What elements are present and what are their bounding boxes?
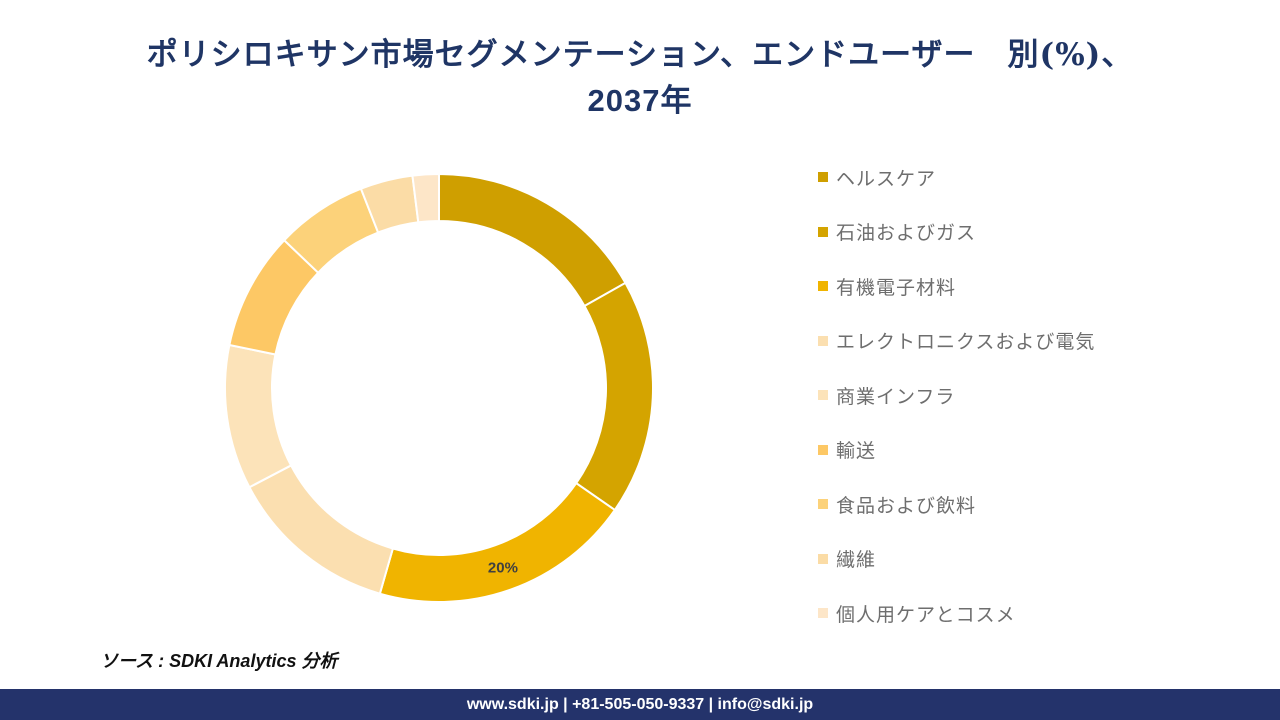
legend-swatch bbox=[818, 553, 828, 564]
legend-label: 個人用ケアとコスメ bbox=[836, 603, 1016, 626]
chart-title-line2: 2037年 bbox=[587, 83, 693, 118]
legend-swatch bbox=[818, 390, 828, 401]
donut-slices bbox=[224, 172, 654, 603]
legend-item: 食品および飲料 bbox=[818, 477, 1095, 532]
legend-item: 石油およびガス bbox=[818, 205, 1095, 260]
legend-swatch bbox=[818, 608, 828, 619]
footer-contact: www.sdki.jp | +81-505-050-9337 | info@sd… bbox=[466, 696, 814, 713]
chart-title: ポリシロキサン市場セグメンテーション、エンドユーザー 別(%)、 2037年 bbox=[40, 32, 1240, 124]
donut-slice-3 bbox=[378, 481, 617, 603]
donut-slice-5 bbox=[224, 343, 293, 489]
chart-legend: ヘルスケア石油およびガス 有機電子材料エレクトロニクスおよび電気 商業インフラ 輸送食… bbox=[818, 150, 1095, 641]
legend-swatch bbox=[818, 444, 828, 455]
legend-swatch bbox=[818, 335, 828, 346]
donut-slice-1 bbox=[438, 172, 627, 308]
donut-data-labels: 20% bbox=[488, 559, 518, 576]
legend-item: 繊維 bbox=[818, 532, 1095, 587]
legend-label: 有機電子材料 bbox=[836, 276, 957, 299]
legend-label: エレクトロニクスおよび電気 bbox=[836, 331, 1096, 354]
footer-bar: www.sdki.jp | +81-505-050-9337 | info@sd… bbox=[0, 689, 1280, 720]
legend-label: 商業インフラ bbox=[836, 385, 956, 408]
legend-swatch bbox=[818, 499, 828, 510]
legend-label: 石油およびガス bbox=[836, 222, 977, 245]
source-note: ソース : SDKI Analytics 分析 bbox=[100, 651, 338, 671]
legend-item: 商業インフラ bbox=[818, 368, 1095, 423]
legend-swatch bbox=[818, 226, 828, 237]
donut-slice-2 bbox=[574, 281, 654, 512]
legend-swatch bbox=[818, 172, 828, 183]
legend-label: ヘルスケア bbox=[836, 167, 937, 190]
legend-label: 食品および飲料 bbox=[836, 494, 977, 517]
legend-item: ヘルスケア bbox=[818, 150, 1095, 205]
donut-slice-9 bbox=[411, 172, 440, 224]
legend-label: 輸送 bbox=[836, 440, 877, 463]
legend-swatch bbox=[818, 281, 828, 292]
legend-item: 輸送 bbox=[818, 423, 1095, 478]
donut-slice-4 bbox=[248, 464, 395, 595]
legend-item: 有機電子材料 bbox=[818, 259, 1095, 314]
donut-slice-label-3: 20% bbox=[488, 559, 518, 576]
legend-item: エレクトロニクスおよび電気 bbox=[818, 314, 1095, 369]
legend-item: 個人用ケアとコスメ bbox=[818, 586, 1095, 641]
legend-label: 繊維 bbox=[836, 549, 877, 572]
chart-title-line1: ポリシロキサン市場セグメンテーション、エンドユーザー 別(%)、 bbox=[146, 37, 1134, 73]
